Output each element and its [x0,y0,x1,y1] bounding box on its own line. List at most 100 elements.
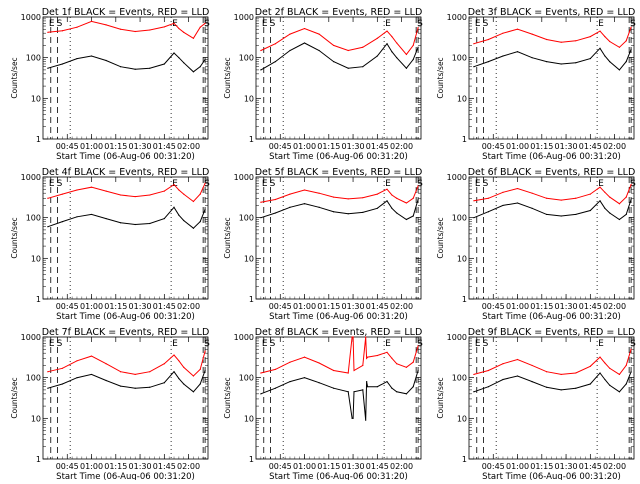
marker-label: E [262,179,268,189]
x-axis-label: Start Time (06-Aug-06 00:31:20) [269,152,408,162]
series-point [575,213,577,216]
x-tick-label: 02:00 [390,302,413,311]
series-point [183,193,185,195]
series-point [303,203,306,205]
series-point [396,42,398,44]
series-point [367,386,369,388]
x-tick-label: 01:45 [579,142,602,151]
series-point [134,223,136,226]
series-point [90,186,93,188]
series-point [199,221,201,223]
series-point [76,57,78,60]
series-point [487,386,490,388]
x-tick-label: 01:00 [293,302,316,311]
x-axis-label: Start Time (06-Aug-06 00:31:20) [482,152,621,162]
y-tick-label: 10 [457,414,467,423]
y-axis-label: Counts/sec [10,377,19,418]
x-axis-label: Start Time (06-Aug-06 00:31:20) [56,472,195,480]
panel-9: Det 9f BLACK = Events, RED = LLD 1 10 100 10… [436,327,636,482]
x-tick-label: 00:45 [56,462,79,471]
series-point [473,217,475,219]
y-tick-label: 100 [239,374,254,383]
series-point [516,202,519,204]
panel-1: Det 1f BLACK = Events, RED = LLD 1 10 100 10… [10,7,210,162]
series-point [199,368,201,370]
series-point [366,357,368,359]
series-line-black [47,370,206,393]
series-point [163,190,165,192]
series-point [149,222,151,225]
x-tick-label: 01:00 [506,302,529,311]
series-point [604,55,606,57]
series-point [366,381,368,383]
series-point [352,336,354,338]
series-line-black [47,52,206,73]
series-point [412,361,414,363]
series-point [120,222,122,224]
x-tick-label: 01:00 [293,142,316,151]
series-point [76,216,78,218]
x-tick-label: 00:45 [482,462,505,471]
series-point [417,369,419,372]
series-point [353,369,355,372]
series-point [260,372,262,374]
marker-label: E [475,179,481,189]
series-point [90,55,93,57]
series-point [47,31,49,33]
series-point [105,59,107,62]
y-tick-label: 100 [452,374,467,383]
y-tick-label: 1 [249,455,254,464]
y-tick-label: 1 [462,135,467,144]
y-tick-label: 10 [244,254,254,263]
series-point [199,383,201,385]
marker-label: E [262,339,268,349]
x-tick-label: 01:15 [104,142,127,151]
series-point [47,67,49,69]
y-axis-label: Counts/sec [223,57,232,98]
series-point [473,66,475,68]
y-tick-label: 1000 [21,333,41,342]
series-point [105,363,107,365]
y-tick-label: 1 [36,295,41,304]
series-point [333,61,335,63]
series-point [625,364,627,367]
marker-label: E [598,179,604,189]
plot-frame [468,336,635,460]
x-tick-label: 01:15 [104,302,127,311]
series-point [575,62,577,64]
x-axis-label: Start Time (06-Aug-06 00:31:20) [269,472,408,480]
series-point [347,213,349,215]
marker-label: E [172,339,178,349]
series-point [199,26,201,28]
series-point [183,31,185,33]
series-point [604,378,606,381]
x-tick-label: 01:45 [153,302,176,311]
series-point [376,386,378,388]
series-point [76,26,78,28]
series-point [120,385,122,387]
series-point [90,355,93,357]
series-line-black [473,47,632,71]
series-point [609,367,611,369]
series-point [163,217,165,220]
y-tick-label: 1000 [447,173,467,182]
series-point [303,377,306,379]
panel-title: Det 9f BLACK = Events, RED = LLD [468,327,636,338]
series-point [630,48,632,50]
marker-label: E [172,179,178,189]
plot-frame [255,16,422,140]
y-tick-label: 1 [36,135,41,144]
series-point [274,61,277,63]
series-point [173,184,175,186]
x-tick-label: 01:30 [342,302,365,311]
series-point [347,391,349,393]
marker-label: E [475,339,481,349]
series-point [589,365,591,367]
series-point [134,195,136,198]
series-point [61,193,64,195]
series-point [90,20,93,22]
series-point [625,383,627,385]
marker-label: E [598,19,604,29]
x-tick-label: 01:45 [366,462,389,471]
series-point [417,46,419,48]
